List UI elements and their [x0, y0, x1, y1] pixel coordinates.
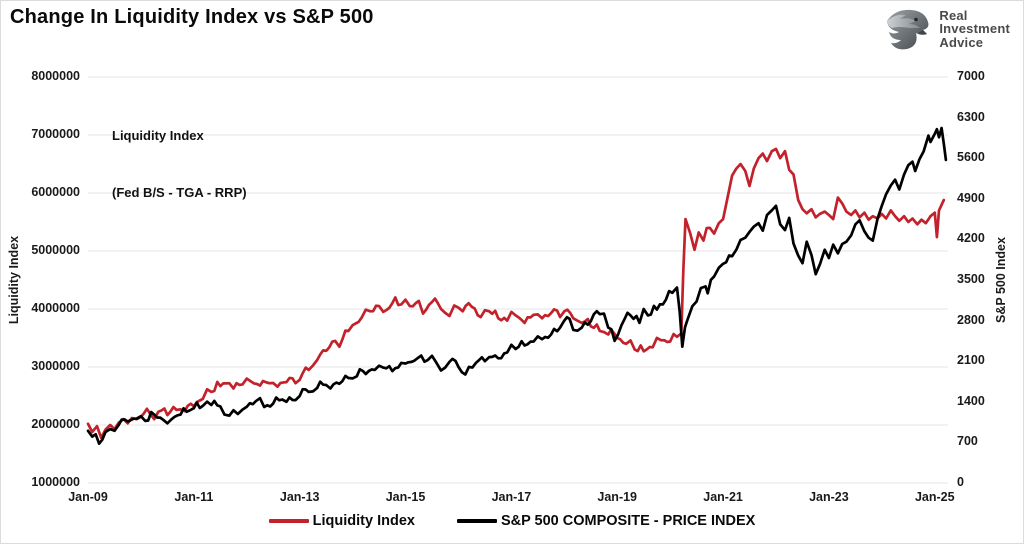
liquidity-series-line [86, 147, 946, 440]
x-tick-label: Jan-23 [809, 490, 849, 504]
chart-legend: Liquidity Index S&P 500 COMPOSITE - PRIC… [0, 513, 1024, 529]
y-right-tick-label: 700 [957, 434, 978, 449]
y-right-tick-label: 0 [957, 475, 964, 489]
x-tick-label: Jan-09 [68, 490, 108, 504]
y-right-tick-label: 6300 [957, 109, 985, 124]
y-right-tick-label: 4900 [957, 190, 985, 205]
x-tick-label: Jan-11 [174, 490, 214, 504]
x-tick-label: Jan-15 [385, 490, 426, 504]
x-tick-label: Jan-25 [914, 490, 955, 504]
left-axis-title: Liquidity Index [7, 235, 21, 325]
plot-annotation: Liquidity Index (Fed B/S - TGA - RRP) [112, 88, 247, 240]
y-right-tick-label: 4200 [957, 231, 985, 246]
y-left-tick-label: 3000000 [31, 359, 80, 373]
x-tick-label: Jan-19 [597, 490, 638, 504]
y-left-tick-label: 5000000 [31, 243, 80, 257]
right-axis-title: S&P 500 Index [994, 237, 1008, 323]
legend-label-sp500: S&P 500 COMPOSITE - PRICE INDEX [500, 513, 756, 529]
plot-annotation-line-1: Liquidity Index [112, 128, 204, 143]
y-left-tick-label: 1000000 [31, 475, 80, 489]
brand-name: Real Investment Advice [939, 9, 1010, 50]
brand-line-2: Investment [939, 21, 1010, 37]
legend-item-liquidity: Liquidity Index [268, 513, 415, 529]
chart-title: Change In Liquidity Index vs S&P 500 [10, 6, 374, 28]
y-left-tick-label: 6000000 [31, 185, 80, 199]
y-right-tick-label: 7000 [957, 69, 985, 83]
brand-line-1: Real [939, 7, 968, 23]
y-right-tick-label: 2100 [957, 353, 985, 368]
x-tick-label: Jan-17 [491, 490, 532, 504]
x-tick-label: Jan-13 [279, 490, 320, 504]
y-left-tick-label: 8000000 [31, 69, 80, 83]
eagle-logo-icon [887, 9, 929, 50]
legend-item-sp500: S&P 500 COMPOSITE - PRICE INDEX [456, 513, 756, 529]
sp500-line-swatch [456, 519, 497, 523]
brand-logo: Real Investment Advice [881, 6, 1010, 52]
liquidity-line-swatch [268, 519, 309, 523]
y-right-tick-label: 2800 [957, 312, 985, 327]
y-right-tick-label: 1400 [957, 393, 985, 408]
y-left-tick-label: 4000000 [31, 301, 80, 315]
brand-line-3: Advice [939, 34, 984, 50]
plot-annotation-line-2: (Fed B/S - TGA - RRP) [112, 185, 247, 200]
y-right-tick-label: 5600 [957, 150, 985, 165]
y-left-tick-label: 2000000 [31, 417, 80, 431]
y-right-tick-label: 3500 [957, 272, 985, 286]
legend-label-liquidity: Liquidity Index [312, 513, 415, 529]
sp500-series-line [86, 126, 948, 445]
y-left-tick-label: 7000000 [31, 127, 80, 141]
x-tick-label: Jan-21 [703, 490, 743, 504]
